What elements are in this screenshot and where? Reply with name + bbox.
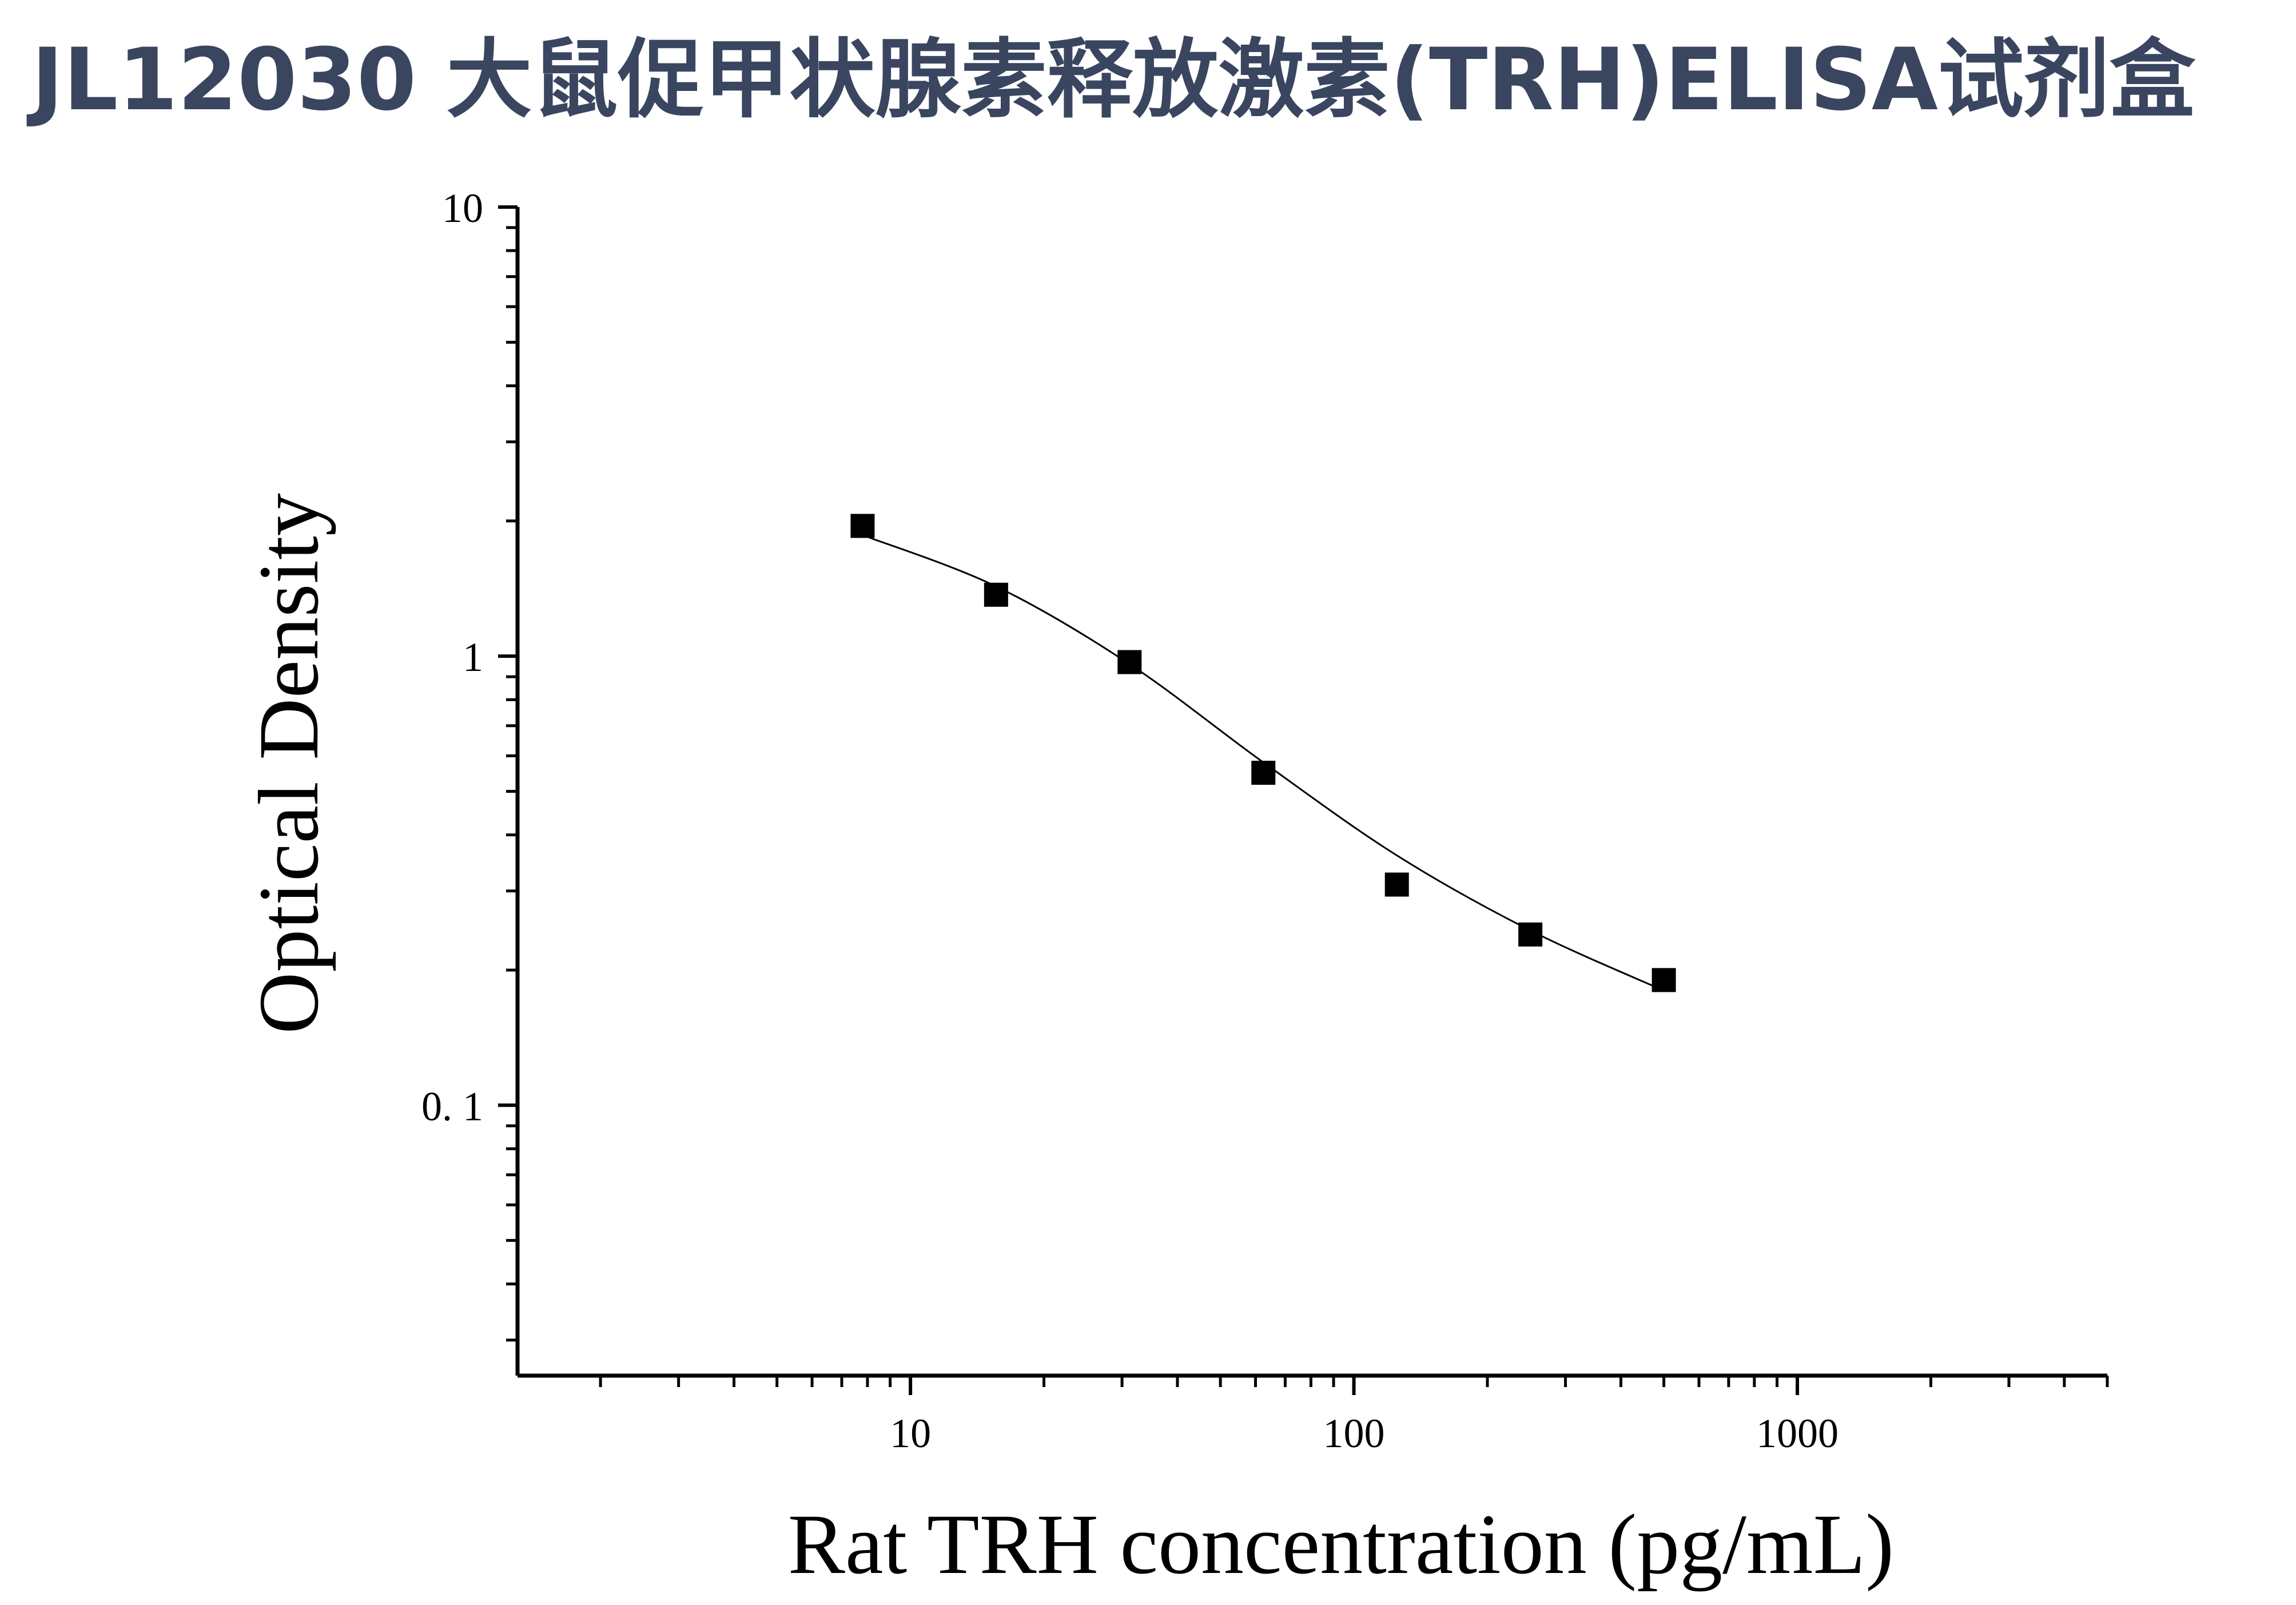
x-axis-title: Rat TRH concentration (pg/mL) [788,1497,1894,1592]
data-points-layer [850,514,1676,992]
page-title: JL12030 大鼠促甲状腺素释放激素(TRH)ELISA试剂盒 [31,30,2195,130]
x-tick-label: 1000 [1756,1411,1839,1456]
data-point [1384,872,1409,897]
data-point [984,582,1008,607]
x-tick-label: 10 [890,1411,931,1456]
data-point [1117,650,1142,674]
y-axis-title: Optical Density [241,493,336,1034]
data-point [850,514,875,538]
tick-labels-layer: 10 100 1000 0. 1 1 10 [421,185,1839,1456]
y-tick-label: 1 [463,634,483,680]
y-tick-label: 10 [442,185,483,231]
axes [498,205,2109,1395]
data-point [1652,968,1676,992]
x-tick-label: 100 [1323,1411,1385,1456]
data-point [1518,922,1543,947]
data-point [1251,761,1276,785]
y-tick-label: 0. 1 [421,1083,483,1129]
